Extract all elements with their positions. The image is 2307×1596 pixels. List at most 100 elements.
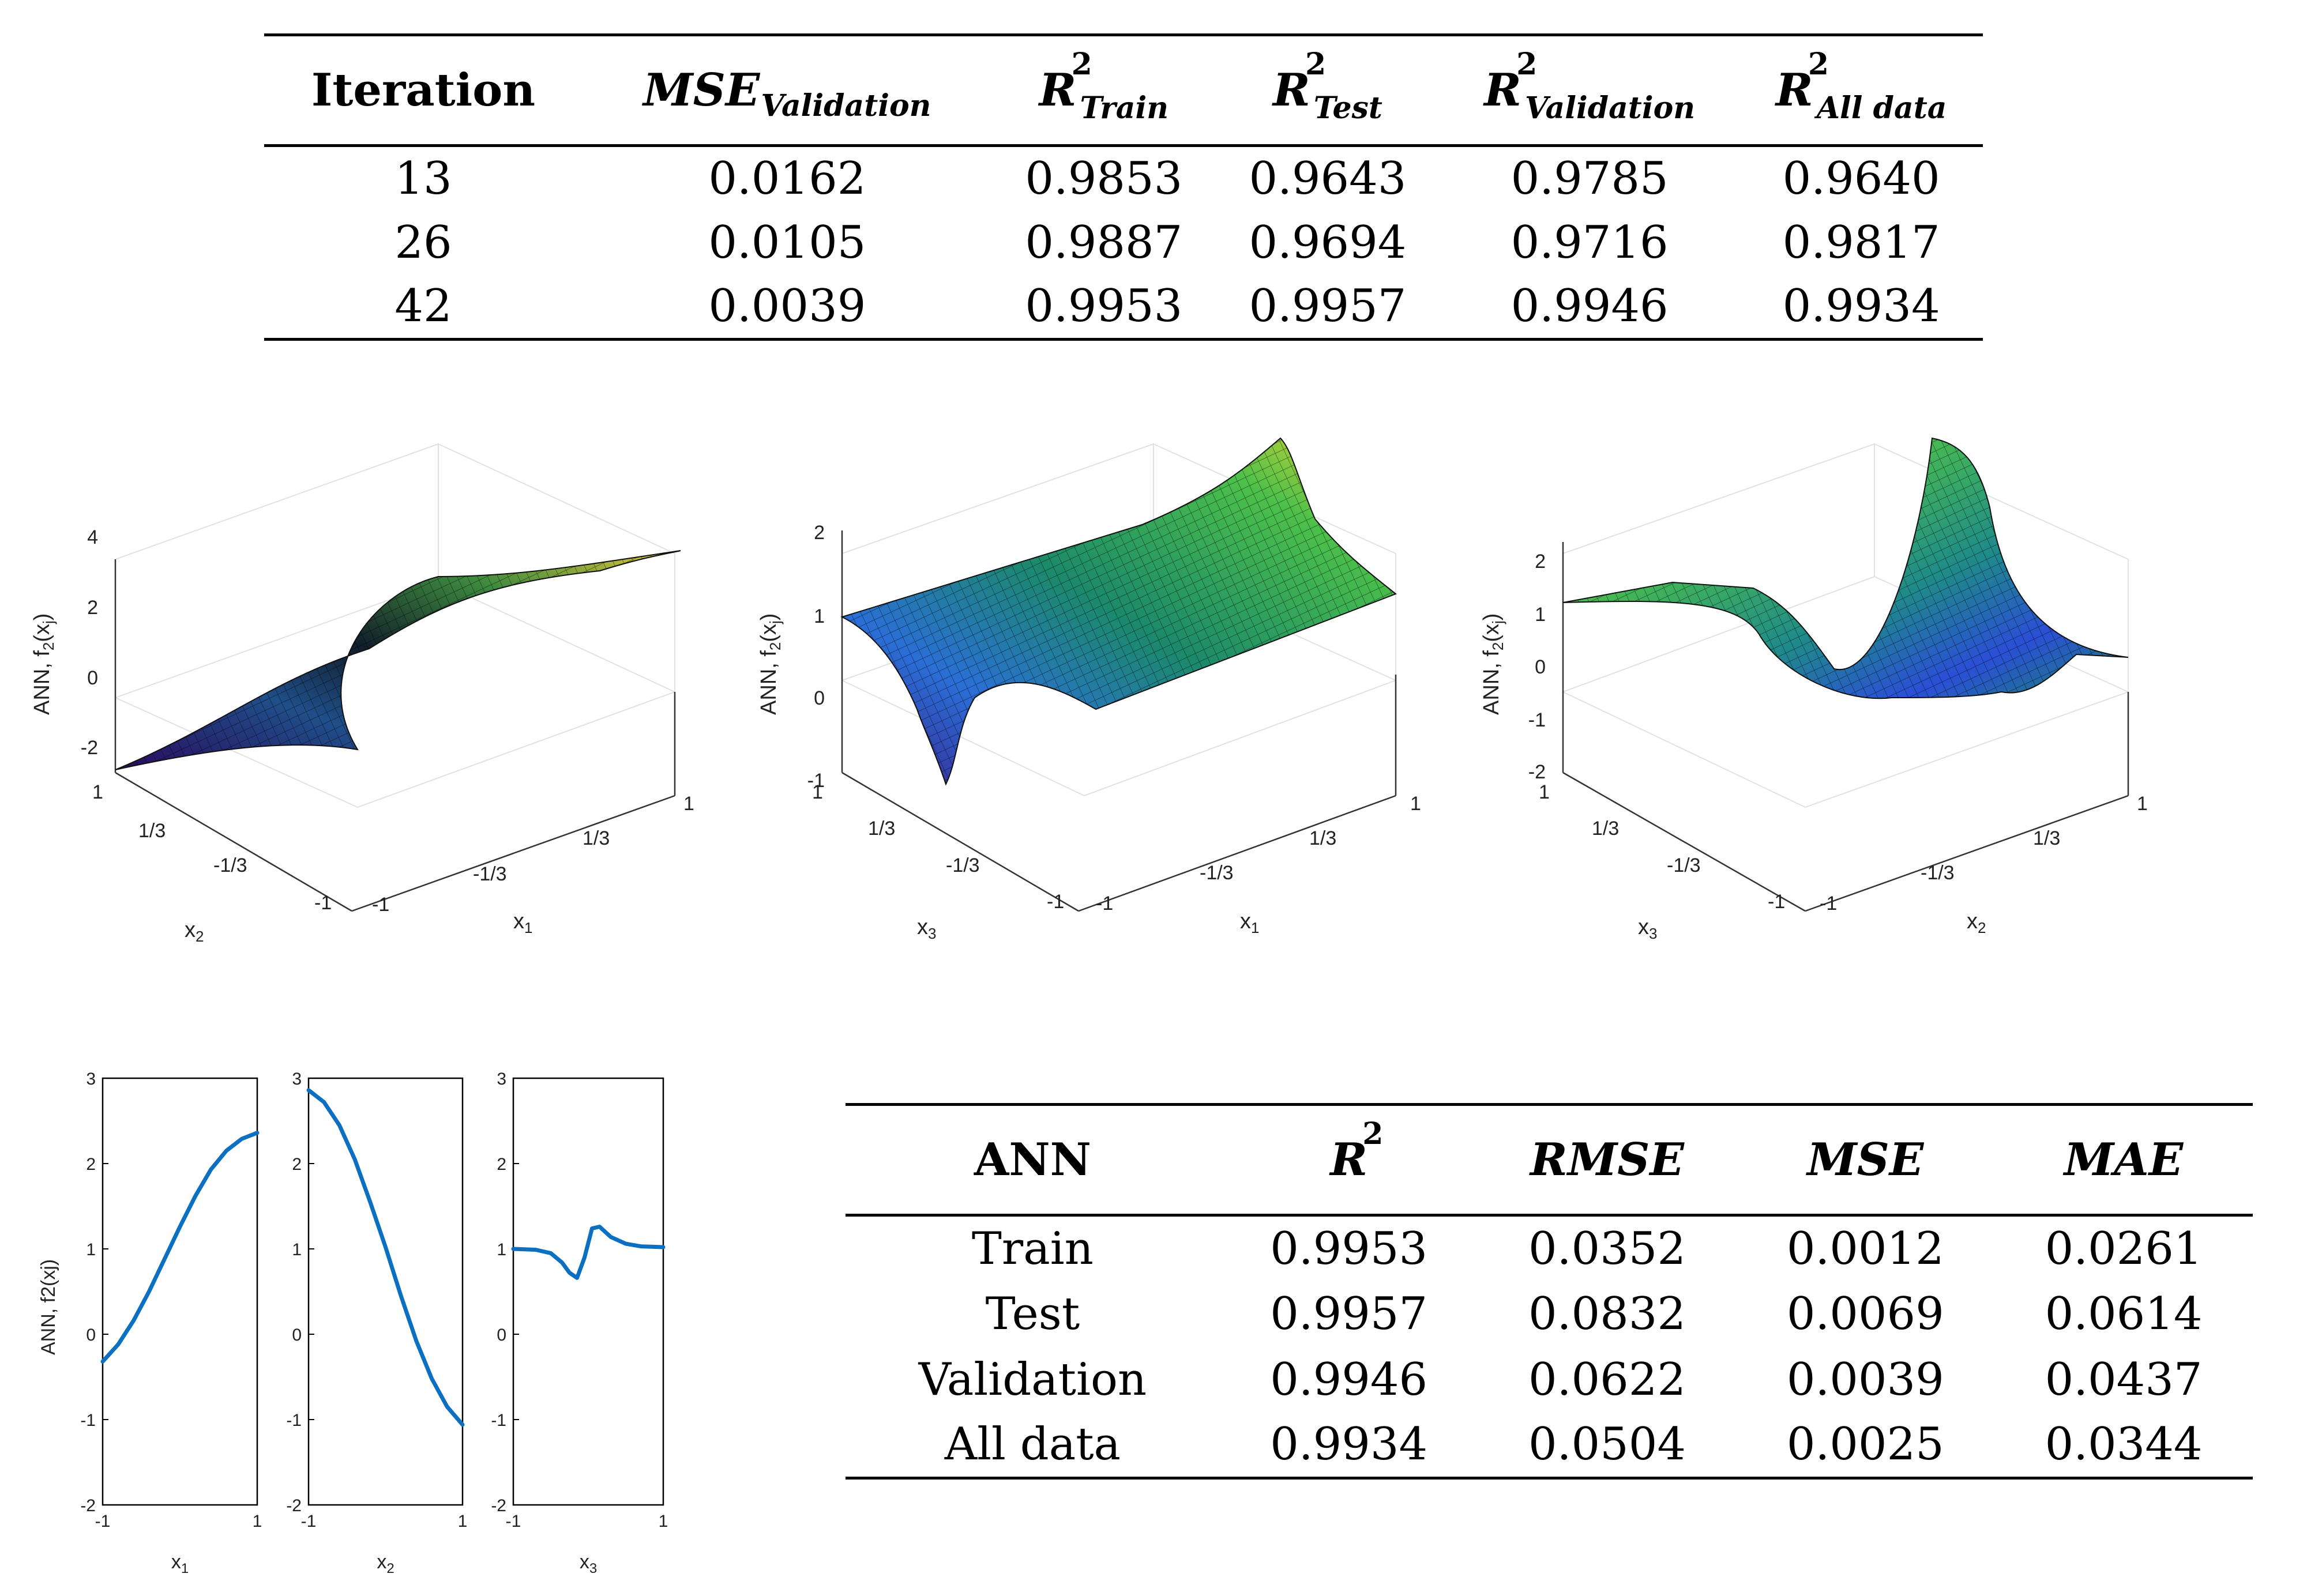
right-tick: -1 (1096, 893, 1113, 914)
right-tick: -1/3 (1921, 862, 1955, 884)
header-r2-validation: R 2 Validation (1439, 35, 1740, 147)
header-r2-all-data: R 2 All data (1739, 35, 1983, 147)
z-tick: 2 (814, 522, 825, 544)
cell: 0.0352 (1528, 1222, 1686, 1275)
cell: Validation (918, 1353, 1147, 1406)
header-r2-test: R 2 Test (1215, 35, 1440, 147)
cell: 0.0832 (1528, 1288, 1686, 1340)
cell: 0.0622 (1528, 1353, 1686, 1406)
left-tick: -1/3 (946, 855, 980, 876)
y-tick-label: 1 (292, 1240, 302, 1259)
iteration-table: Iteration MSEValidation R 2 Train R 2 Test R… (264, 33, 1983, 341)
left-axis-label: x3 (917, 915, 936, 942)
cell: 0.0614 (2045, 1288, 2203, 1340)
z-axis-label: ANN, f2(xj) (1479, 613, 1506, 715)
cell: 0.9953 (1025, 280, 1183, 333)
z-tick: 1 (1535, 604, 1546, 626)
cell: 0.9957 (1270, 1288, 1428, 1340)
x-tick-label: -1 (506, 1512, 521, 1531)
y-tick-label: 2 (86, 1155, 96, 1174)
table-row: Train 0.9953 0.0352 0.0012 0.0261 (846, 1215, 2253, 1281)
header-r2-train: R 2 Train (991, 35, 1216, 147)
series-line (306, 1088, 465, 1427)
y-tick-label: -1 (80, 1411, 96, 1430)
cell: 0.9853 (1025, 152, 1183, 205)
header-rmse: RMSE (1478, 1104, 1737, 1217)
cell: 0.0437 (2045, 1353, 2203, 1406)
left-tick: -1 (314, 892, 332, 914)
cell: Train (971, 1222, 1094, 1275)
table-row: 13 0.0162 0.9853 0.9643 0.9785 0.9640 (264, 146, 1983, 210)
series-line (100, 1131, 260, 1364)
plot-frame (512, 1077, 664, 1506)
cell: 0.0105 (708, 216, 866, 269)
cell: 0.9957 (1249, 280, 1407, 333)
right-tick: 1/3 (1309, 827, 1336, 849)
left-tick: -1/3 (213, 855, 247, 876)
cell: 0.9817 (1782, 216, 1940, 269)
surface-plots: 4 2 0 -2 ANN, f2(xj) 1 1/3 -1/3 -1 -1 -1… (30, 437, 2148, 945)
cell: 0.0039 (708, 280, 866, 333)
right-tick: 1 (683, 793, 694, 815)
z-tick: -2 (81, 737, 98, 759)
x-axis-label: x3 (580, 1551, 597, 1576)
table-row: 42 0.0039 0.9953 0.9957 0.9946 0.9934 (264, 275, 1983, 340)
cell: 0.0069 (1786, 1288, 1944, 1340)
cell: 0.0039 (1786, 1353, 1944, 1406)
surface-plot-3: 2 1 0 -1 -2 ANN, f2(xj) 1 1/3 -1/3 -1 -1… (1479, 437, 2148, 942)
cell: 42 (394, 280, 452, 333)
left-tick: -1 (1768, 891, 1785, 913)
y-tick-label: 3 (86, 1070, 96, 1089)
right-tick: -1 (1820, 893, 1837, 914)
right-axis-label: x1 (1240, 909, 1259, 936)
cell: 0.0504 (1528, 1418, 1686, 1471)
y-tick-label: -2 (80, 1496, 96, 1515)
cell: 0.0344 (2045, 1418, 2203, 1471)
x-axis-label: x1 (171, 1551, 189, 1576)
header-mae: MAE (1994, 1104, 2253, 1217)
cell: 0.9934 (1782, 280, 1940, 333)
series-line (511, 1225, 666, 1280)
axes-1 (114, 559, 676, 912)
left-tick: -1 (1047, 891, 1064, 913)
y-tick-label: 1 (497, 1240, 506, 1259)
cell: 0.9785 (1511, 152, 1669, 205)
z-tick: 1 (814, 605, 825, 627)
cell: 0.9716 (1511, 216, 1669, 269)
x-axis-label: x2 (377, 1551, 394, 1576)
y-tick-label: -2 (491, 1496, 506, 1515)
y-tick-label: 0 (497, 1326, 506, 1345)
plot-frame (307, 1077, 464, 1506)
cell: 0.9953 (1270, 1222, 1428, 1275)
header-iteration: Iteration (264, 35, 583, 147)
y-tick-label: -2 (286, 1496, 302, 1515)
table-row: 26 0.0105 0.9887 0.9694 0.9716 0.9817 (264, 210, 1983, 275)
z-tick: 0 (1535, 656, 1546, 678)
plot-frame (102, 1077, 258, 1506)
cell: 0.9934 (1270, 1418, 1428, 1471)
cell: 0.9946 (1511, 280, 1669, 333)
axes-2 (841, 530, 1397, 912)
cell: 0.9946 (1270, 1353, 1428, 1406)
cell: 0.0162 (708, 152, 866, 205)
z-tick: 0 (87, 667, 98, 689)
left-tick: -1/3 (1667, 855, 1701, 876)
right-axis-label: x1 (513, 909, 532, 936)
y-tick-label: -1 (491, 1411, 506, 1430)
z-axis-label: ANN, f2(xj) (30, 613, 57, 715)
right-tick: -1/3 (473, 863, 507, 885)
y-tick-label: 2 (292, 1155, 302, 1174)
left-tick: 1 (92, 781, 103, 803)
cell: 0.0261 (2045, 1222, 2203, 1275)
table-header-row: Iteration MSEValidation R 2 Train R 2 Test R… (264, 35, 1983, 147)
right-tick: 1/3 (2033, 827, 2060, 849)
y-tick-label: 0 (292, 1326, 302, 1345)
left-tick: 1/3 (1592, 818, 1619, 840)
right-tick: -1/3 (1200, 862, 1234, 884)
y-tick-label: 0 (86, 1326, 96, 1345)
z-tick: -1 (807, 770, 825, 792)
cell: 26 (394, 216, 452, 269)
